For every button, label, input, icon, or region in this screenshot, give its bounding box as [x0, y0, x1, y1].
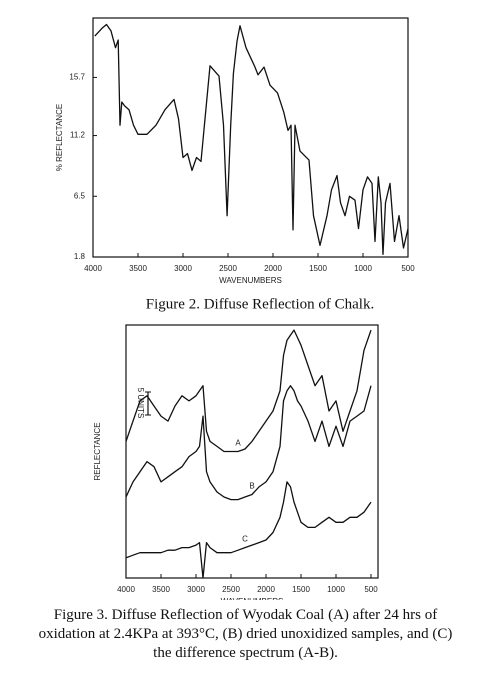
x-tick-label: 1000	[327, 585, 345, 594]
y-tick-label: 6.5	[74, 191, 86, 200]
y-axis-label: % REFLECTANCE	[55, 104, 64, 171]
x-tick-label: 2000	[257, 585, 275, 594]
series-label: C	[242, 535, 248, 544]
series-label: B	[249, 482, 254, 491]
y-tick-label: 15.7	[69, 73, 85, 82]
x-tick-label: 4000	[84, 264, 102, 273]
y-tick-label: 11.2	[70, 131, 86, 140]
figures: 4000 3500 3000 2500 2000 1500 1000 500 1.8 6.5 11.…	[55, 17, 415, 600]
x-axis-label: WAVENUMBERS	[219, 276, 282, 285]
x-tick-label: 500	[364, 585, 378, 594]
spectrum-line	[125, 385, 372, 501]
x-tick-label: 2500	[222, 585, 240, 594]
figure-caption: Figure 2. Diffuse Reflection of Chalk.	[146, 296, 374, 312]
spectrum-line	[125, 329, 372, 453]
x-tick-label: 3000	[187, 585, 205, 594]
figure-caption: Figure 3. Diffuse Reflection of Wyodak C…	[38, 607, 453, 661]
spectrum-line	[94, 23, 409, 256]
x-tick-label: 1500	[292, 585, 310, 594]
x-tick-label: 500	[401, 264, 415, 273]
series-label: A	[235, 439, 241, 448]
x-tick-label: 1000	[354, 264, 372, 273]
x-tick-label: 3500	[129, 264, 147, 273]
plot-frame	[125, 324, 379, 579]
x-axis-label: WAVENUMBERS	[221, 597, 284, 600]
x-tick-label: 3000	[174, 264, 192, 273]
plot-frame	[92, 17, 409, 258]
spectrum-line	[125, 481, 372, 579]
x-tick-label: 2500	[219, 264, 237, 273]
scale-label: 5 UNITS	[136, 388, 145, 419]
y-axis-label: REFLECTANCE	[93, 422, 102, 480]
x-tick-label: 2000	[264, 264, 282, 273]
x-tick-label: 4000	[117, 585, 135, 594]
x-tick-label: 1500	[309, 264, 327, 273]
x-tick-label: 3500	[152, 585, 170, 594]
y-tick-label: 1.8	[74, 252, 86, 261]
